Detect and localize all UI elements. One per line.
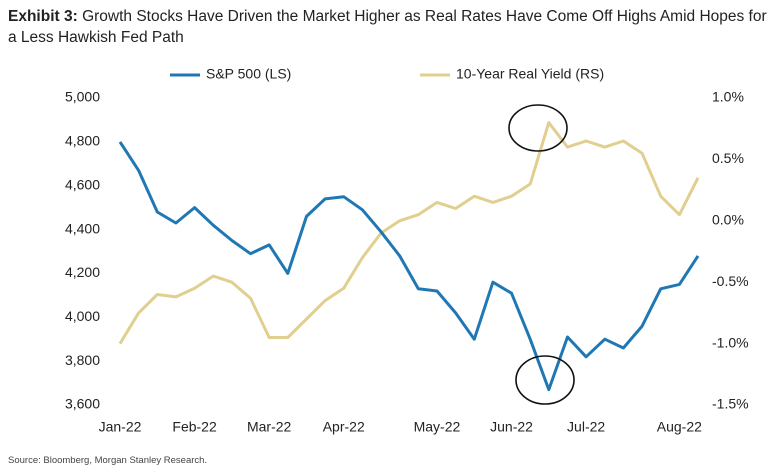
y2-tick-label: -1.5% (712, 396, 749, 412)
y-tick-label: 4,800 (65, 133, 100, 149)
series-line (118, 121, 700, 345)
y-tick-label: 4,600 (65, 176, 100, 192)
x-tick-label: Jul-22 (567, 419, 605, 435)
y-tick-label: 4,400 (65, 220, 100, 236)
y2-tick-label: -0.5% (712, 273, 749, 289)
legend-label: S&P 500 (LS) (206, 66, 291, 82)
y-tick-label: 5,000 (65, 89, 100, 105)
series-line (118, 141, 700, 392)
x-tick-label: May-22 (414, 419, 461, 435)
title-block: Exhibit 3: Growth Stocks Have Driven the… (8, 6, 778, 48)
x-tick-label: Aug-22 (657, 419, 702, 435)
y-tick-label: 4,200 (65, 264, 100, 280)
y-tick-label: 3,600 (65, 396, 100, 412)
x-tick-label: Jan-22 (99, 419, 142, 435)
x-tick-label: Mar-22 (247, 419, 292, 435)
chart-title: Growth Stocks Have Driven the Market Hig… (8, 8, 767, 46)
title-label: Exhibit 3: (8, 8, 78, 25)
chart: 10-Year Real Yield (RS) S&P 500 (LS) Aug-2… (65, 66, 749, 435)
x-tick-label: Apr-22 (323, 419, 365, 435)
y-tick-label: 3,800 (65, 352, 100, 368)
x-tick-label: Feb-22 (172, 419, 217, 435)
y-tick-label: 4,000 (65, 308, 100, 324)
y2-tick-label: 1.0% (712, 89, 744, 105)
annotation-circle (515, 355, 575, 405)
y2-tick-label: -1.0% (712, 334, 749, 350)
y2-tick-label: 0.0% (712, 212, 744, 228)
source-note: Source: Bloomberg, Morgan Stanley Resear… (8, 455, 208, 466)
annotation-circle (508, 104, 568, 152)
x-tick-label: Jun-22 (490, 419, 533, 435)
legend-label: 10-Year Real Yield (RS) (456, 66, 604, 82)
y2-tick-label: 0.5% (712, 150, 744, 166)
